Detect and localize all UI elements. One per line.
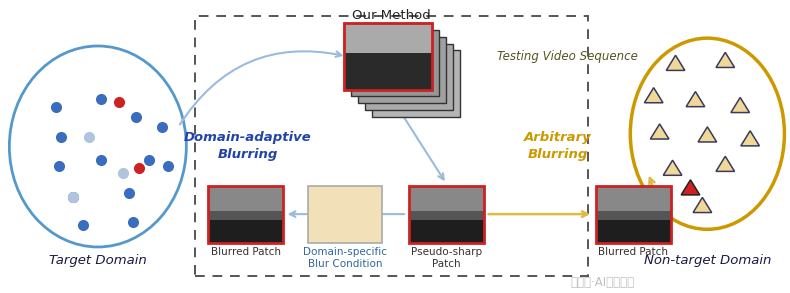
Text: Our Method: Our Method: [352, 9, 431, 22]
Bar: [209, 211, 283, 220]
Polygon shape: [645, 88, 663, 103]
Bar: [596, 186, 671, 211]
Text: Testing Video Sequence: Testing Video Sequence: [497, 50, 638, 63]
Bar: [596, 211, 671, 220]
Polygon shape: [650, 124, 669, 139]
Bar: [307, 186, 382, 243]
Text: Blurred Patch: Blurred Patch: [598, 248, 668, 258]
Polygon shape: [687, 92, 705, 107]
Polygon shape: [716, 156, 735, 171]
Bar: [596, 186, 671, 243]
Text: Target Domain: Target Domain: [49, 254, 147, 267]
Bar: [409, 211, 483, 243]
Bar: [409, 211, 483, 220]
Bar: [372, 50, 460, 117]
Polygon shape: [693, 197, 712, 212]
Text: Blurred Patch: Blurred Patch: [210, 248, 280, 258]
Bar: [209, 186, 283, 243]
Bar: [209, 186, 283, 211]
Polygon shape: [664, 160, 682, 175]
Bar: [359, 37, 446, 103]
Polygon shape: [741, 131, 759, 146]
Bar: [344, 23, 432, 53]
Bar: [195, 16, 588, 276]
Bar: [409, 186, 483, 243]
Bar: [344, 23, 432, 90]
Polygon shape: [731, 98, 750, 113]
Bar: [409, 186, 483, 211]
Polygon shape: [681, 180, 700, 195]
Text: Arbitrary
Blurring: Arbitrary Blurring: [525, 132, 592, 161]
Bar: [344, 53, 432, 90]
Bar: [596, 211, 671, 243]
Polygon shape: [716, 52, 735, 67]
Text: Domain-adaptive
Blurring: Domain-adaptive Blurring: [184, 132, 312, 161]
Polygon shape: [666, 55, 685, 70]
Text: Domain-specific
Blur Condition: Domain-specific Blur Condition: [303, 248, 387, 269]
Bar: [365, 44, 453, 110]
Text: Non-target Domain: Non-target Domain: [644, 254, 771, 267]
Text: Pseudo-sharp
Patch: Pseudo-sharp Patch: [411, 248, 482, 269]
Bar: [209, 211, 283, 243]
Bar: [352, 30, 439, 96]
Bar: [344, 23, 432, 90]
Polygon shape: [698, 127, 717, 142]
Text: 公众号·AI论文解读: 公众号·AI论文解读: [570, 276, 634, 289]
